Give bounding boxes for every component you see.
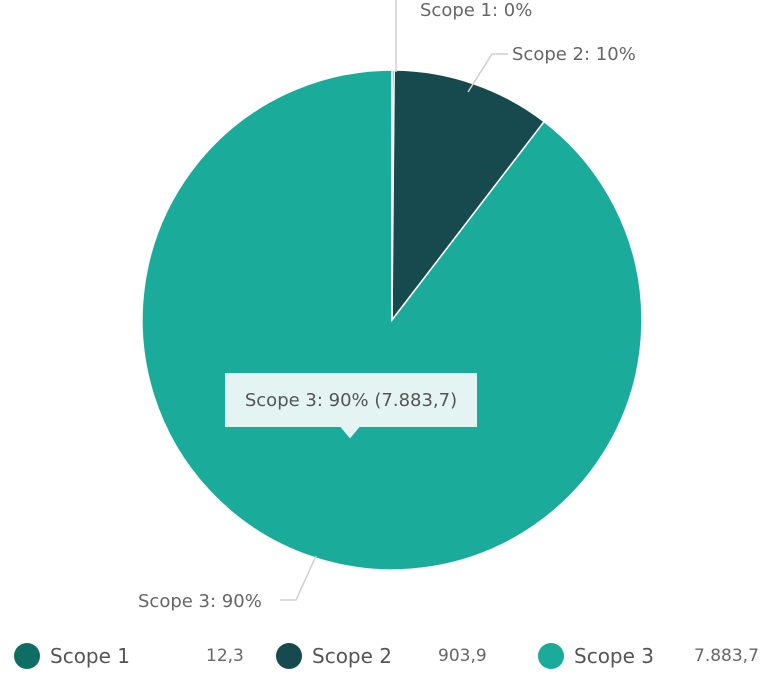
legend-item-scope-1[interactable]: Scope 1 12,3 bbox=[14, 642, 244, 670]
pie-chart: Scope 1: 0% Scope 2: 10% Scope 3: 90% Sc… bbox=[138, 0, 643, 612]
tooltip-text: Scope 3: 90% (7.883,7) bbox=[245, 390, 457, 411]
legend-swatch-scope-2 bbox=[276, 643, 302, 669]
data-label-callouts: Scope 1: 0% Scope 2: 10% Scope 3: 90% bbox=[138, 0, 636, 612]
legend-value-scope-2: 903,9 bbox=[438, 646, 487, 666]
legend-item-scope-2[interactable]: Scope 2 903,9 bbox=[276, 642, 526, 670]
data-label-scope-1: Scope 1: 0% bbox=[420, 0, 532, 21]
legend-swatch-scope-1 bbox=[14, 643, 40, 669]
data-label-scope-2: Scope 2: 10% bbox=[512, 44, 636, 65]
connector-scope-3 bbox=[280, 555, 317, 601]
legend-label-scope-1: Scope 1 bbox=[50, 644, 131, 668]
legend-label-scope-3: Scope 3 bbox=[574, 644, 655, 668]
tooltip: Scope 3: 90% (7.883,7) bbox=[223, 371, 479, 442]
legend-item-scope-3[interactable]: Scope 3 7.883,7 bbox=[538, 642, 774, 670]
data-label-scope-3: Scope 3: 90% bbox=[138, 591, 262, 612]
pie-slices bbox=[141, 69, 643, 571]
tooltip-box bbox=[223, 371, 479, 442]
legend: Scope 1 12,3 Scope 2 903,9 Scope 3 7.883… bbox=[0, 628, 776, 688]
legend-swatch-scope-3 bbox=[538, 643, 564, 669]
legend-value-scope-1: 12,3 bbox=[206, 646, 244, 666]
pie-slice-scope-3[interactable] bbox=[141, 69, 643, 571]
connector-scope-2 bbox=[467, 53, 508, 93]
legend-value-scope-3: 7.883,7 bbox=[694, 646, 759, 666]
legend-label-scope-2: Scope 2 bbox=[312, 644, 393, 668]
